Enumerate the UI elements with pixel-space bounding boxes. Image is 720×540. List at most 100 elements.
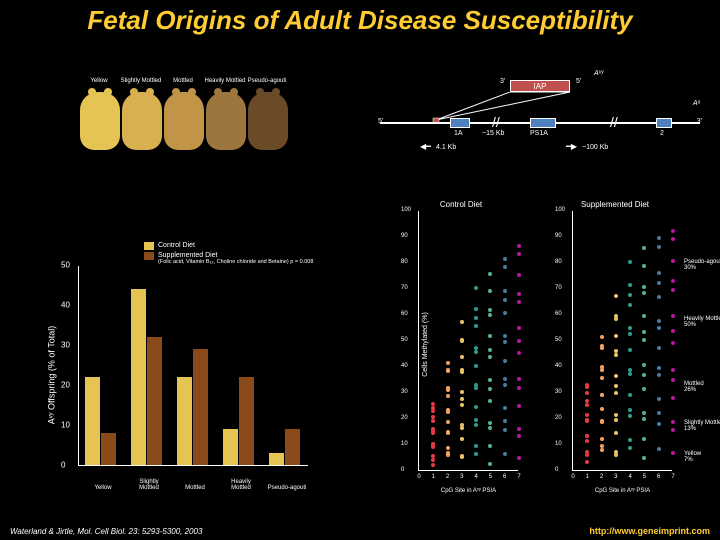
arrow-100kb: ━▶ [566, 142, 577, 151]
sc-dot [628, 408, 632, 412]
sc-dot [517, 300, 521, 304]
strip-chart-suppl-plot: 010203040506070809010001234567CpG Site i… [572, 211, 672, 471]
exon-1a [450, 118, 470, 128]
sc-dot [503, 311, 507, 315]
sc-dot [488, 426, 492, 430]
sc-dot [614, 353, 618, 357]
sc-dot [642, 387, 646, 391]
sc-dot [657, 346, 661, 350]
left-chart-ylabel: Aᵛʸ Offspring (% of Total) [46, 326, 56, 425]
legend-swatch [144, 252, 154, 260]
mouse-4 [248, 92, 288, 150]
sc-dot [446, 394, 450, 398]
left-chart-legend: Control DietSupplemented Diet(Folic acid… [144, 242, 313, 267]
sc-dot [642, 330, 646, 334]
sc-dot [600, 444, 604, 448]
sc-dot [474, 286, 478, 290]
sc-dot [503, 419, 507, 423]
sc-dot [431, 415, 435, 419]
sc-dot [628, 348, 632, 352]
sc-dot [431, 463, 435, 467]
sc-dot [474, 307, 478, 311]
sc-xtick: 4 [474, 474, 477, 480]
sc-dot [614, 349, 618, 353]
sc-dot [585, 391, 589, 395]
sc-dot [614, 450, 618, 454]
sc-dot [517, 252, 521, 256]
sc-dot [503, 334, 507, 338]
sc-dot [517, 339, 521, 343]
mouse-label-1: Slightly Mottled [120, 78, 162, 84]
sc-dot [517, 434, 521, 438]
lc-ytick: 20 [61, 381, 70, 390]
offspring-bar-chart: Aᵛʸ Offspring (% of Total) Control DietS… [48, 240, 318, 500]
sc-dot [657, 366, 661, 370]
source-url: http://www.geneimprint.com [589, 526, 710, 536]
sc-dot [642, 246, 646, 250]
sc-dot [671, 451, 675, 455]
mice-labels-row: YellowSlightly MottledMottledHeavily Mot… [78, 78, 288, 84]
sc-dot [628, 303, 632, 307]
sc-dot [614, 334, 618, 338]
sc-dot [671, 314, 675, 318]
sc-dot [671, 229, 675, 233]
sc-dot [614, 374, 618, 378]
strip-chart-suppl: Supplemented Diet 0102030405060708090100… [550, 200, 680, 500]
sc-dot [431, 431, 435, 435]
sc-ytick: 60 [401, 311, 408, 317]
exon-2-label: 2 [660, 130, 664, 137]
sc-dot [642, 411, 646, 415]
sc-dot [503, 257, 507, 261]
sc-dot [642, 264, 646, 268]
sc-dot [657, 271, 661, 275]
sc-dot [460, 397, 464, 401]
sc-dot [474, 364, 478, 368]
sc-dot [671, 428, 675, 432]
sc-dot [628, 332, 632, 336]
sc-dot [517, 427, 521, 431]
lc-ytick: 40 [61, 301, 70, 310]
sc-ytick: 50 [401, 337, 408, 343]
lc-bar [269, 453, 284, 465]
sc-ytick: 100 [555, 207, 565, 213]
sc-dot [657, 319, 661, 323]
sc-ytick: 0 [555, 467, 558, 473]
break-mark-1: // [492, 114, 502, 130]
sc-dot [517, 386, 521, 390]
sc-dot [488, 348, 492, 352]
sc-xtick: 4 [628, 474, 631, 480]
sc-dot [488, 421, 492, 425]
mouse-label-0: Yellow [78, 78, 120, 84]
exon-2 [656, 118, 672, 128]
sc-dot [600, 437, 604, 441]
sc-ytick: 40 [401, 363, 408, 369]
sc-dot [600, 344, 604, 348]
sc-dot [446, 451, 450, 455]
sc-dot [446, 446, 450, 450]
strip-chart-control: Control Diet Cells Methylated (%) 010203… [396, 200, 526, 500]
sc-dot [585, 403, 589, 407]
sc-dot [600, 335, 604, 339]
legend-row: Supplemented Diet(Folic acid, Vitamin B₁… [144, 252, 313, 265]
sc-xtick: 3 [614, 474, 617, 480]
lc-xlabel: Heavily Mottled [221, 479, 261, 491]
sc-dot [517, 244, 521, 248]
sc-dot [517, 351, 521, 355]
sc-dot [460, 423, 464, 427]
strip-chart-control-title: Control Diet [396, 200, 526, 209]
sc-dot [488, 399, 492, 403]
exon-1a-label: 1A [454, 130, 463, 137]
sc-dot [657, 281, 661, 285]
lc-bar [131, 289, 146, 465]
strip-chart-ylabel: Cells Methylated (%) [422, 312, 429, 377]
lc-xlabel: Pseudo-agouti [267, 485, 307, 491]
sc-dot [671, 288, 675, 292]
sc-xtick: 1 [432, 474, 435, 480]
sc-dot [657, 245, 661, 249]
exon-ps1a-label: PS1A [530, 130, 548, 137]
sc-dot [628, 260, 632, 264]
mouse-label-2: Mottled [162, 78, 204, 84]
sc-dot [628, 393, 632, 397]
coat-annotation: Mottled26% [684, 381, 704, 393]
sc-dot [503, 428, 507, 432]
